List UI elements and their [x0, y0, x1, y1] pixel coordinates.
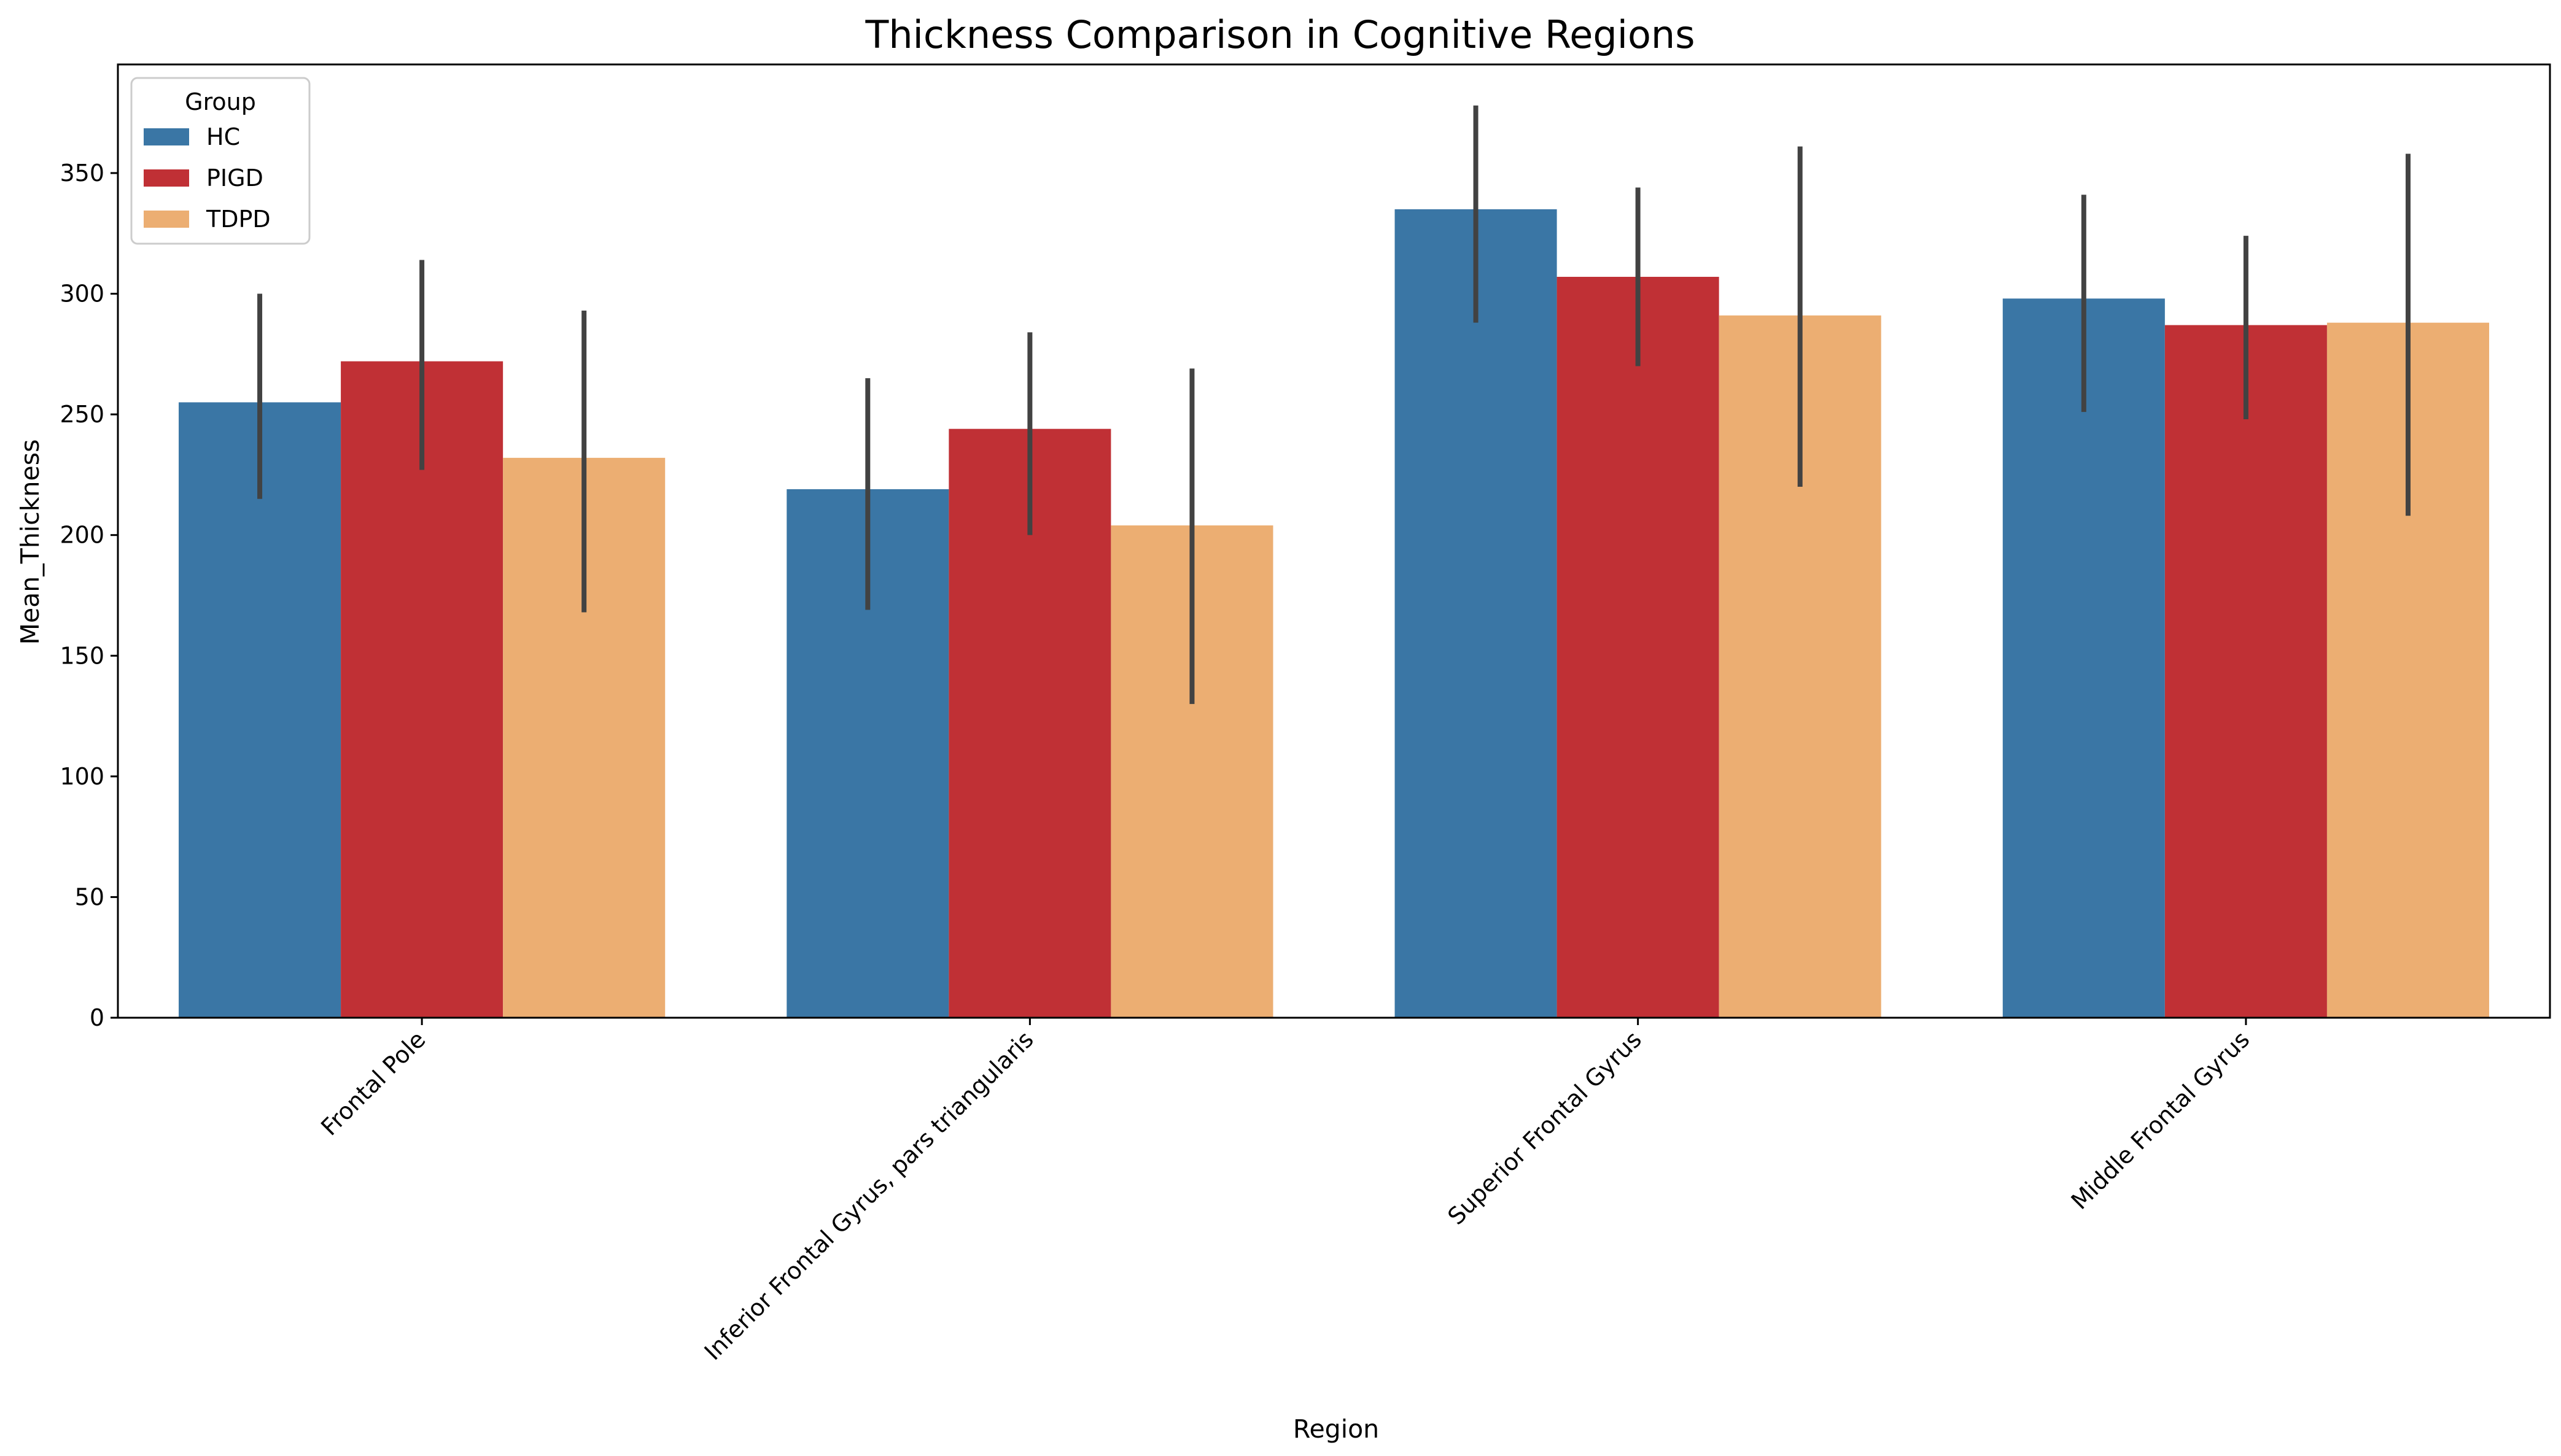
legend-swatch-hc [144, 128, 189, 145]
y-axis-label: Mean_Thickness [15, 440, 45, 645]
legend-box [130, 77, 311, 245]
chart-title: Thickness Comparison in Cognitive Region… [865, 12, 1695, 57]
y-tick-label-250: 250 [60, 401, 104, 428]
legend: Group HC PIGD TDPD [130, 77, 311, 245]
y-tick-label-150: 150 [60, 642, 104, 669]
legend-title: Group [185, 88, 256, 115]
legend-label-pigd: PIGD [206, 165, 263, 192]
x-axis-label: Region [1293, 1414, 1379, 1444]
x-tick-label-3: Middle Frontal Gyrus [2066, 1026, 2255, 1215]
y-tick-label-350: 350 [60, 160, 104, 187]
bar-pigd-0 [341, 361, 503, 1018]
x-tick-label-0: Frontal Pole [316, 1026, 430, 1140]
bar-hc-2 [1394, 209, 1557, 1018]
y-tick-label-300: 300 [60, 281, 104, 308]
bar-pigd-3 [2164, 325, 2327, 1018]
bar-hc-0 [179, 402, 341, 1018]
legend-swatch-tdpd [144, 211, 189, 228]
y-tick-label-0: 0 [90, 1004, 104, 1031]
bar-hc-3 [2002, 298, 2165, 1018]
legend-label-hc: HC [206, 123, 240, 150]
plot-area: 0 50 100 150 200 250 300 350 Frontal Pole Inferio… [60, 63, 2551, 1365]
y-tick-label-50: 50 [75, 883, 104, 910]
x-tick-label-2: Superior Frontal Gyrus [1442, 1026, 1647, 1230]
bar-pigd-2 [1556, 276, 1719, 1018]
plot-frame [117, 63, 2551, 1019]
x-tick-label-1: Inferior Frontal Gyrus, pars triangulari… [699, 1026, 1039, 1365]
legend-swatch-pigd [144, 169, 189, 187]
y-tick-label-200: 200 [60, 522, 104, 549]
legend-label-tdpd: TDPD [206, 206, 271, 233]
y-tick-label-100: 100 [60, 763, 104, 790]
